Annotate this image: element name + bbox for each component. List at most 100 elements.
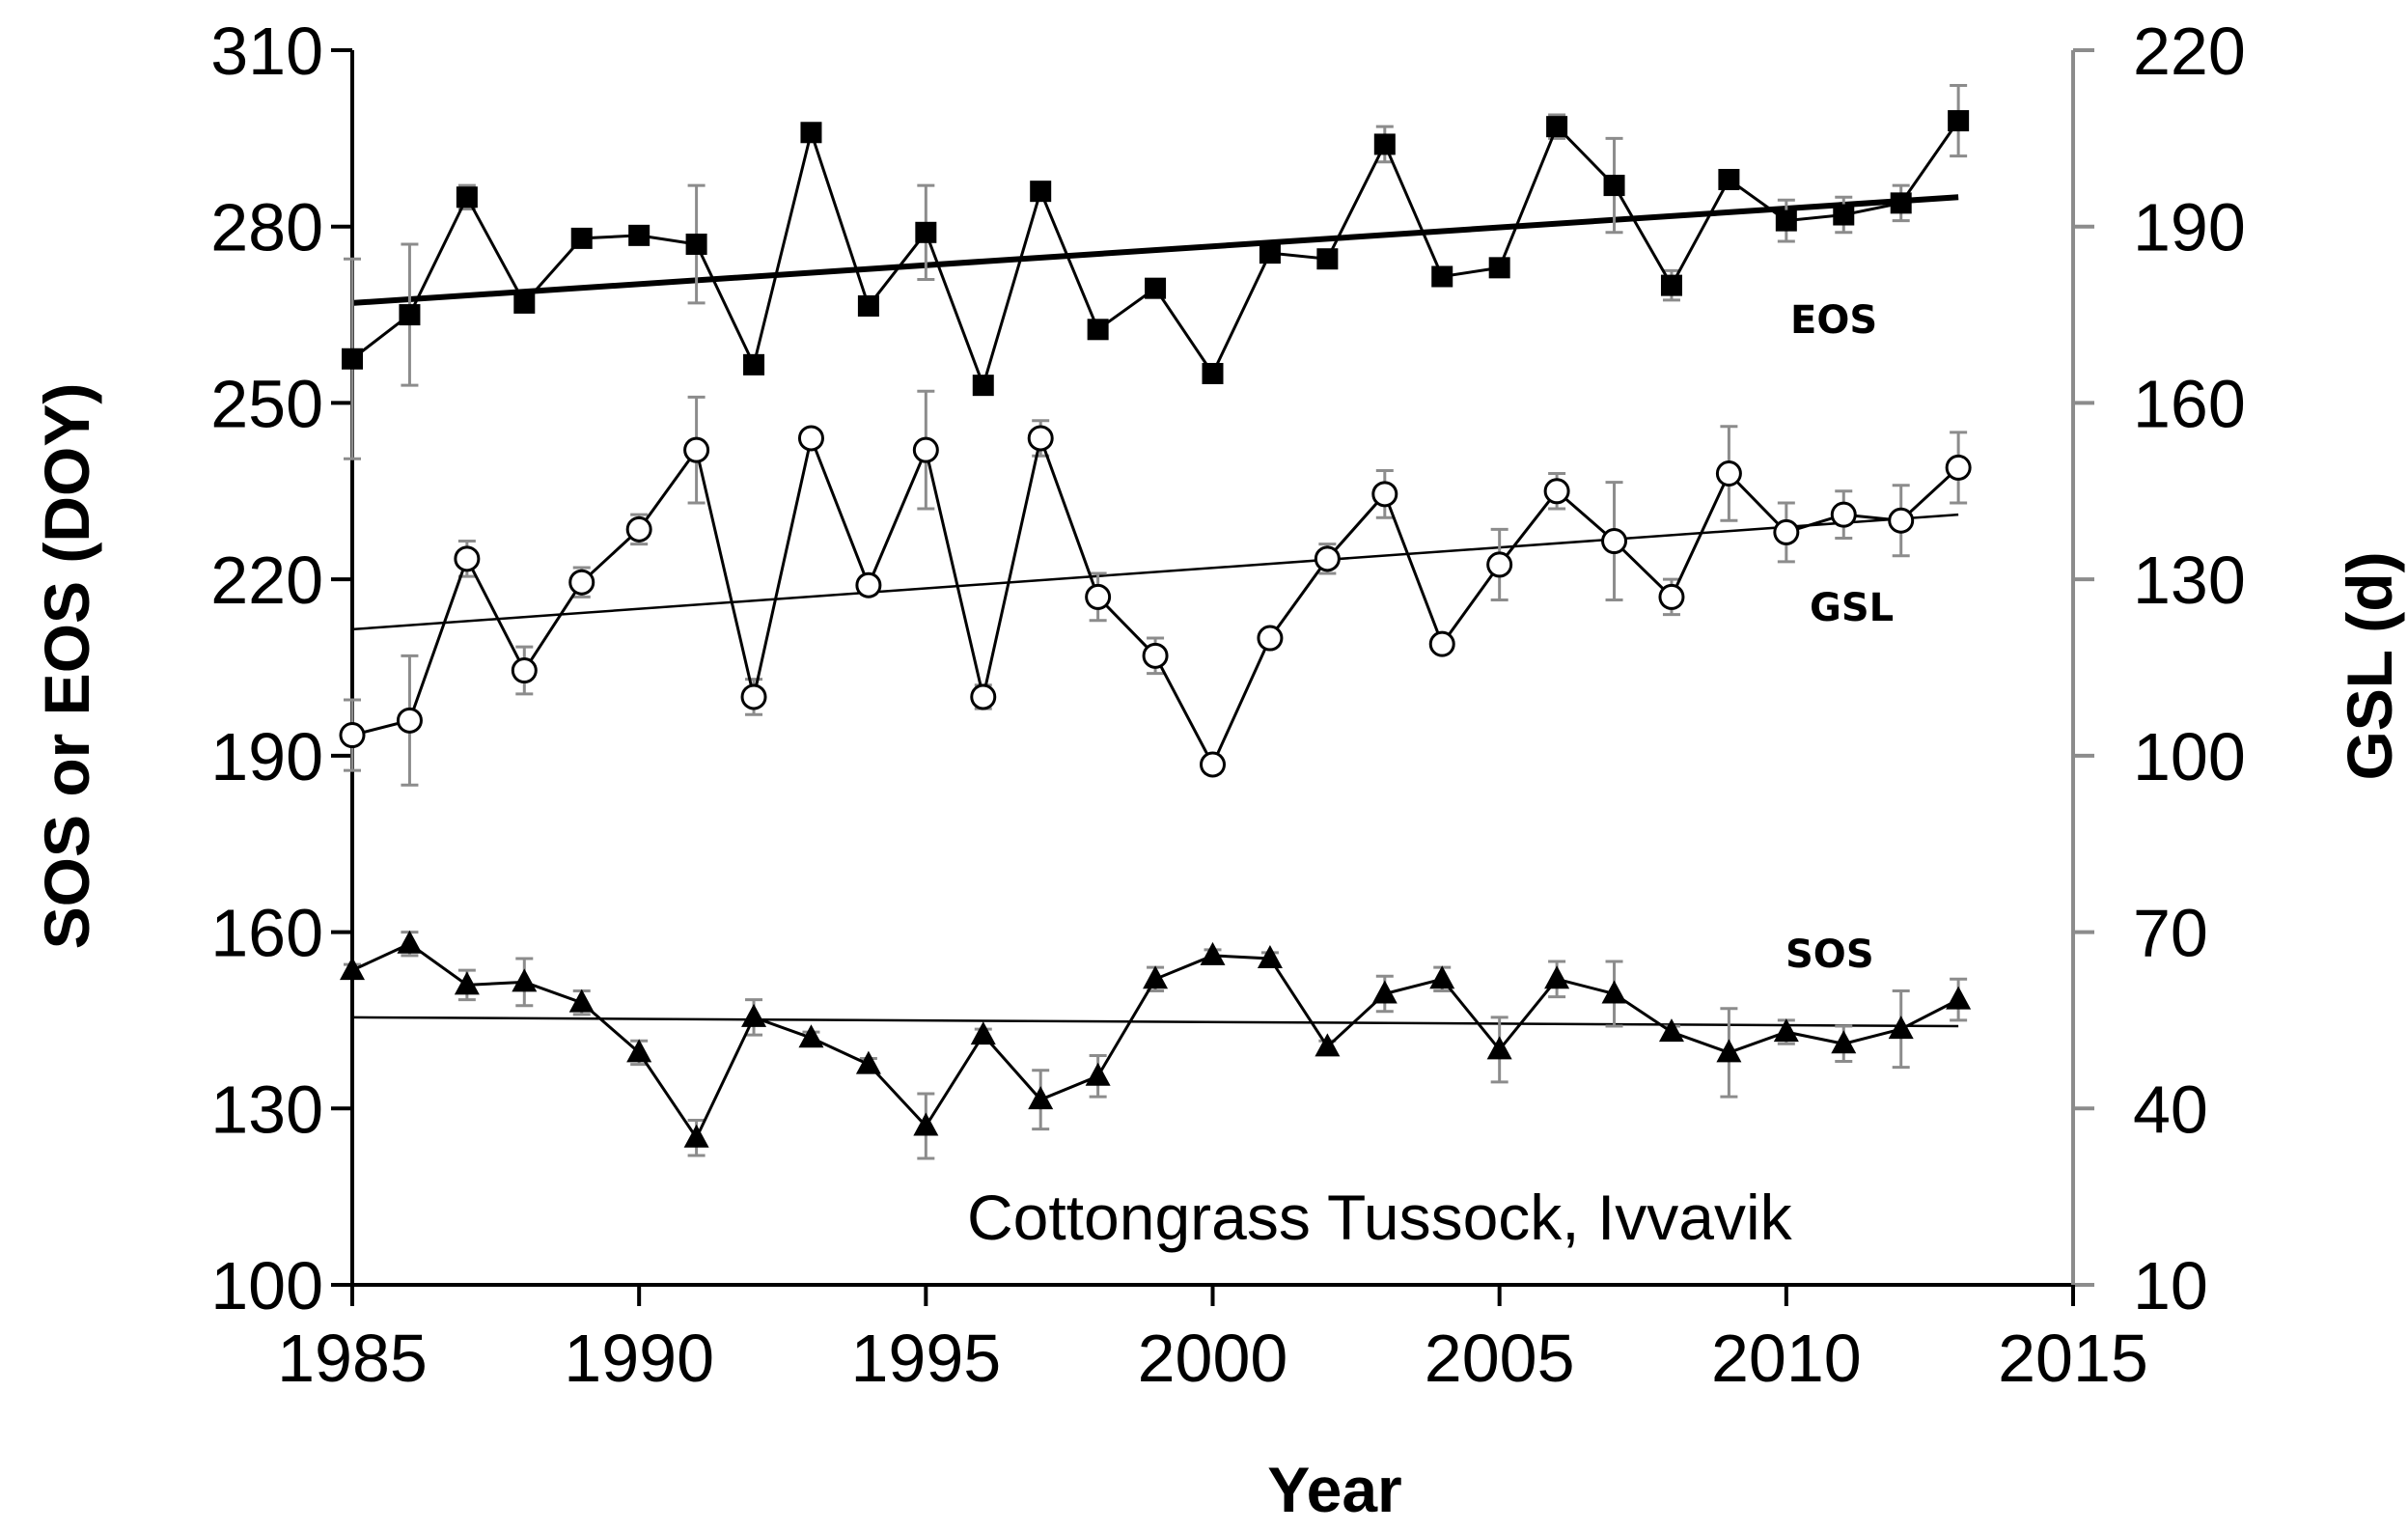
sos-marker	[970, 1021, 996, 1045]
gsl-series-line	[351, 432, 1960, 768]
right-y-tick-label: 130	[2133, 543, 2246, 618]
gsl-marker	[797, 425, 824, 452]
eos-marker	[1145, 277, 1167, 299]
sos-marker	[454, 971, 480, 995]
sos-marker	[798, 1024, 824, 1048]
sos-marker	[1544, 965, 1570, 989]
left-y-tick-label: 250	[210, 366, 323, 441]
eos-trend-line	[351, 194, 1959, 306]
right-y-tick-label: 10	[2133, 1248, 2208, 1323]
eos-marker	[1488, 257, 1510, 279]
gsl-trend-line	[351, 513, 1959, 631]
gsl-marker	[625, 515, 652, 543]
eos-marker	[570, 227, 593, 249]
x-tick-label: 2005	[1425, 1321, 1575, 1396]
sos-marker	[1429, 965, 1455, 989]
sos-marker	[1601, 980, 1627, 1004]
eos-marker	[1030, 181, 1052, 203]
eos-marker	[513, 292, 536, 314]
gsl-marker	[1945, 454, 1972, 481]
x-tick-label: 2000	[1138, 1321, 1288, 1396]
gsl-marker	[1658, 583, 1685, 610]
gsl-marker	[1428, 630, 1455, 657]
sos-marker	[1773, 1018, 1799, 1043]
gsl-marker	[1257, 625, 1284, 652]
sos-marker	[512, 968, 538, 992]
eos-marker	[1431, 265, 1453, 288]
gsl-marker	[1486, 551, 1513, 578]
eos-marker	[915, 221, 937, 243]
gsl-marker	[1085, 583, 1112, 610]
right-y-tick-label: 70	[2133, 896, 2208, 971]
x-tick-label: 2015	[1998, 1321, 2148, 1396]
gsl-series-label: GSL	[1810, 586, 1894, 630]
gsl-marker	[1314, 545, 1341, 572]
sos-marker	[1257, 944, 1283, 968]
gsl-marker	[1888, 507, 1915, 534]
eos-marker	[743, 353, 765, 376]
sos-marker	[1658, 1018, 1684, 1043]
gsl-marker	[1371, 481, 1398, 508]
sos-marker	[340, 957, 365, 981]
sos-marker	[568, 988, 595, 1013]
gsl-marker	[1773, 518, 1800, 545]
gsl-marker	[396, 707, 423, 734]
left-y-tick-label: 220	[210, 543, 323, 618]
gsl-marker	[1027, 425, 1054, 452]
gsl-marker	[1200, 751, 1226, 778]
left-y-tick-label: 160	[210, 896, 323, 971]
sos-marker	[1143, 965, 1169, 989]
gsl-marker	[740, 683, 767, 710]
eos-marker	[1775, 209, 1797, 232]
gsl-marker	[855, 571, 882, 598]
sos-marker	[913, 1112, 939, 1136]
right-y-tick-label: 190	[2133, 190, 2246, 265]
eos-marker	[1373, 133, 1396, 155]
sos-marker	[1200, 941, 1226, 965]
sos-marker	[1486, 1036, 1512, 1060]
sos-trend-line	[351, 1016, 1959, 1028]
eos-marker	[342, 348, 363, 370]
gsl-marker	[511, 657, 538, 684]
x-tick-label: 2010	[1711, 1321, 1862, 1396]
right-y-tick-label: 160	[2133, 366, 2246, 441]
eos-marker	[1546, 116, 1568, 138]
gsl-marker	[1830, 501, 1857, 528]
right-y-tick-label: 40	[2133, 1072, 2208, 1147]
x-tick-label: 1990	[564, 1321, 714, 1396]
sos-marker	[397, 930, 423, 954]
sos-marker	[1888, 1016, 1914, 1040]
eos-marker	[399, 304, 421, 326]
eos-marker	[800, 122, 822, 144]
x-ticks: 1985 1990 1995 2000 2005 2010 2015	[277, 1285, 2148, 1396]
sos-marker	[741, 1003, 767, 1027]
x-tick-label: 1995	[850, 1321, 1001, 1396]
eos-marker	[628, 224, 650, 246]
left-y-tick-label: 280	[210, 190, 323, 265]
eos-marker	[1202, 362, 1224, 384]
axes	[350, 50, 2075, 1287]
series-markers	[339, 110, 1972, 1148]
gsl-marker	[1715, 460, 1742, 487]
eos-marker	[1316, 248, 1339, 270]
gsl-marker	[970, 683, 997, 710]
eos-marker	[972, 375, 994, 397]
right-y-tick-label: 220	[2133, 14, 2246, 89]
sos-marker	[855, 1050, 881, 1074]
chart-annotation: Cottongrass Tussock, Ivvavik	[967, 1182, 1793, 1253]
eos-marker	[456, 186, 478, 209]
left-y-tick-label: 130	[210, 1072, 323, 1147]
sos-marker	[1831, 1030, 1857, 1054]
eos-marker	[1660, 274, 1682, 296]
eos-marker	[857, 294, 879, 317]
sos-marker	[1946, 986, 1972, 1010]
gsl-marker	[1142, 642, 1169, 669]
y-axis-title: SOS or EOS (DOY)	[31, 383, 102, 950]
sos-marker	[1028, 1086, 1054, 1110]
eos-marker	[1087, 319, 1109, 341]
eos-marker	[1603, 175, 1625, 197]
trend-lines	[351, 194, 1959, 1028]
sos-series-label: SOS	[1785, 933, 1874, 977]
eos-marker	[1718, 168, 1740, 190]
sos-marker	[1371, 980, 1398, 1004]
